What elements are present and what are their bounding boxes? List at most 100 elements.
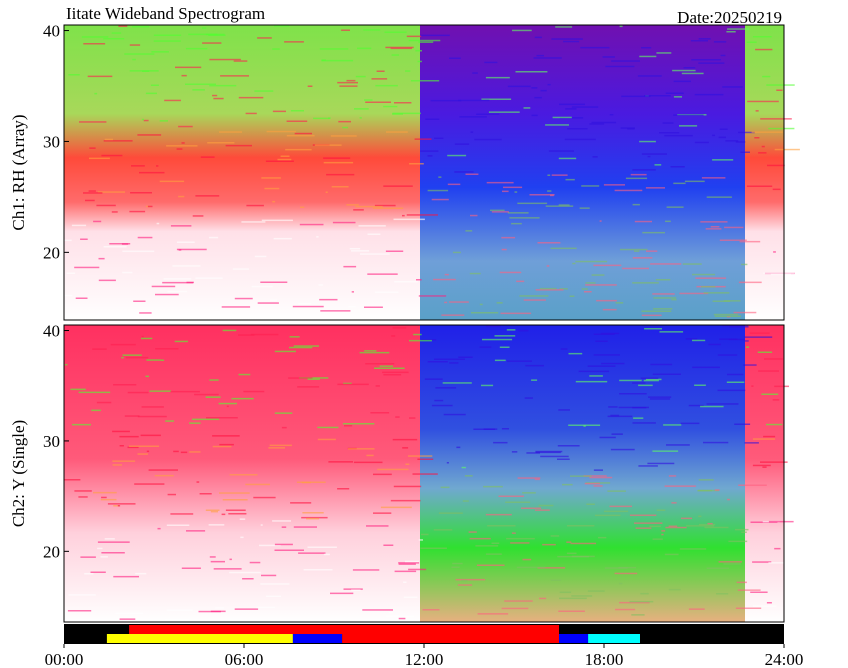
spectrogram-texture-speck [219,131,242,133]
spectrogram-texture-speck [427,155,433,157]
spectrogram-texture-speck [618,406,649,409]
spectrogram-texture-speck [545,124,569,126]
spectrogram-texture-speck [274,549,304,551]
spectrogram-texture-speck [281,426,287,429]
spectrogram-texture-speck [511,532,516,534]
spectrogram-texture-speck [195,277,223,279]
spectrogram-texture-speck [774,148,800,151]
spectrogram-texture-speck [738,131,755,134]
spectrogram-texture-speck [547,174,551,176]
spectrogram-texture-speck [447,183,461,186]
spectrogram-texture-speck [113,384,137,386]
spectrogram-texture-speck [751,385,754,387]
spectrogram-texture-speck [684,180,705,183]
spectrogram-texture-speck [257,37,272,39]
spectrogram-texture-speck [548,150,574,152]
spectrogram-texture-speck [766,84,795,86]
spectrogram-texture-speck [542,543,556,546]
spectrogram-texture-speck [352,569,380,571]
spectrogram-texture-speck [618,582,623,585]
spectrogram-texture-speck [388,611,394,614]
spectrogram-texture-speck [762,75,771,78]
spectrogram-texture-speck [328,461,353,463]
spectrogram-texture-speck [137,236,153,239]
spectrogram-texture-speck [620,127,635,129]
spectrogram-texture-speck [772,188,781,191]
spectrogram-texture-speck [698,62,725,64]
y-tick-label: 30 [43,132,60,151]
spectrogram-texture-speck [665,92,684,94]
spectrogram-texture-speck [476,113,500,115]
spectrogram-texture-speck [112,460,136,462]
spectrogram-texture-speck [300,206,305,208]
spectrogram-texture-speck [668,475,677,477]
spectrogram-texture-speck [719,338,738,340]
spectrogram-texture-speck [357,47,372,50]
spectrogram-texture-speck [272,520,291,522]
spectrogram-texture-speck [679,292,709,295]
spectrogram-texture-speck [529,194,555,196]
spectrogram-texture-speck [706,567,730,569]
spectrogram-texture-speck [371,78,388,80]
spectrogram-texture-speck [634,220,652,223]
spectrogram-texture-speck [665,220,671,223]
spectrogram-texture-speck [186,281,194,284]
spectrogram-texture-speck [510,542,530,544]
spectrogram-texture-speck [392,112,421,115]
spectrogram-texture-speck [498,495,524,497]
spectrogram-texture-speck [491,211,509,213]
spectrogram-texture-speck [477,613,509,615]
spectrogram-texture-speck [196,481,200,483]
spectrogram-texture-speck [284,41,304,43]
spectrogram-texture-speck [337,383,369,386]
spectrogram-texture-speck [688,404,704,407]
spectrogram-texture-speck [738,484,767,486]
spectrogram-texture-speck [406,214,438,216]
spectrogram-texture-speck [272,110,286,113]
spectrogram-texture-speck [444,273,449,276]
spectrogram-texture-speck [749,332,770,334]
spectrogram-texture-speck [149,390,172,392]
spectrogram-texture-speck [281,526,287,528]
spectrogram-texture-speck [64,294,73,297]
spectrogram-texture-speck [475,545,499,547]
spectrogram-texture-speck [772,399,780,401]
spectrogram-texture-speck [744,336,773,338]
spectrogram-texture-speck [614,572,638,575]
spectrogram-texture-speck [209,236,219,239]
spectrogram-texture-speck [515,71,548,73]
spectrogram-texture-speck [603,184,625,186]
spectrogram-texture-speck [331,186,349,188]
spectrogram-texture-speck [393,485,422,488]
y-tick-label: 40 [43,322,60,341]
spectrogram-texture-speck [714,489,720,491]
spectrogram-texture-speck [768,520,794,523]
spectrogram-texture-speck [745,346,750,348]
spectrogram-texture-speck [506,537,535,540]
spectrogram-texture-speck [637,75,662,77]
spectrogram-texture-speck [343,588,363,590]
spectrogram-texture-speck [74,266,100,269]
spectrogram-texture-speck [670,166,685,168]
spectrogram-texture-speck [602,308,617,311]
spectrogram-texture-speck [97,547,103,550]
spectrogram-texture-speck [494,359,506,362]
spectrogram-texture-speck [433,529,453,531]
spectrogram-texture-speck [462,500,469,502]
spectrogram-texture-speck [434,137,444,139]
spectrogram-texture-speck [373,512,392,514]
spectrogram-texture-speck [583,425,586,427]
spectrogram-texture-speck [129,44,141,46]
spectrogram-texture-speck [398,562,420,564]
spectrogram-texture-speck [420,150,439,152]
spectrogram-texture-speck [599,220,602,222]
spectrogram-texture-speck [438,512,463,514]
spectrogram-texture-speck [159,120,168,122]
spectrogram-texture-speck [209,58,241,61]
spectrogram-texture-speck [766,602,772,604]
spectrogram-texture-speck [666,206,684,208]
spectrogram-texture-speck [465,230,473,232]
spectrogram-texture-speck [672,69,696,72]
spectrogram-texture-speck [365,101,391,103]
spectrogram-texture-speck [67,610,92,612]
